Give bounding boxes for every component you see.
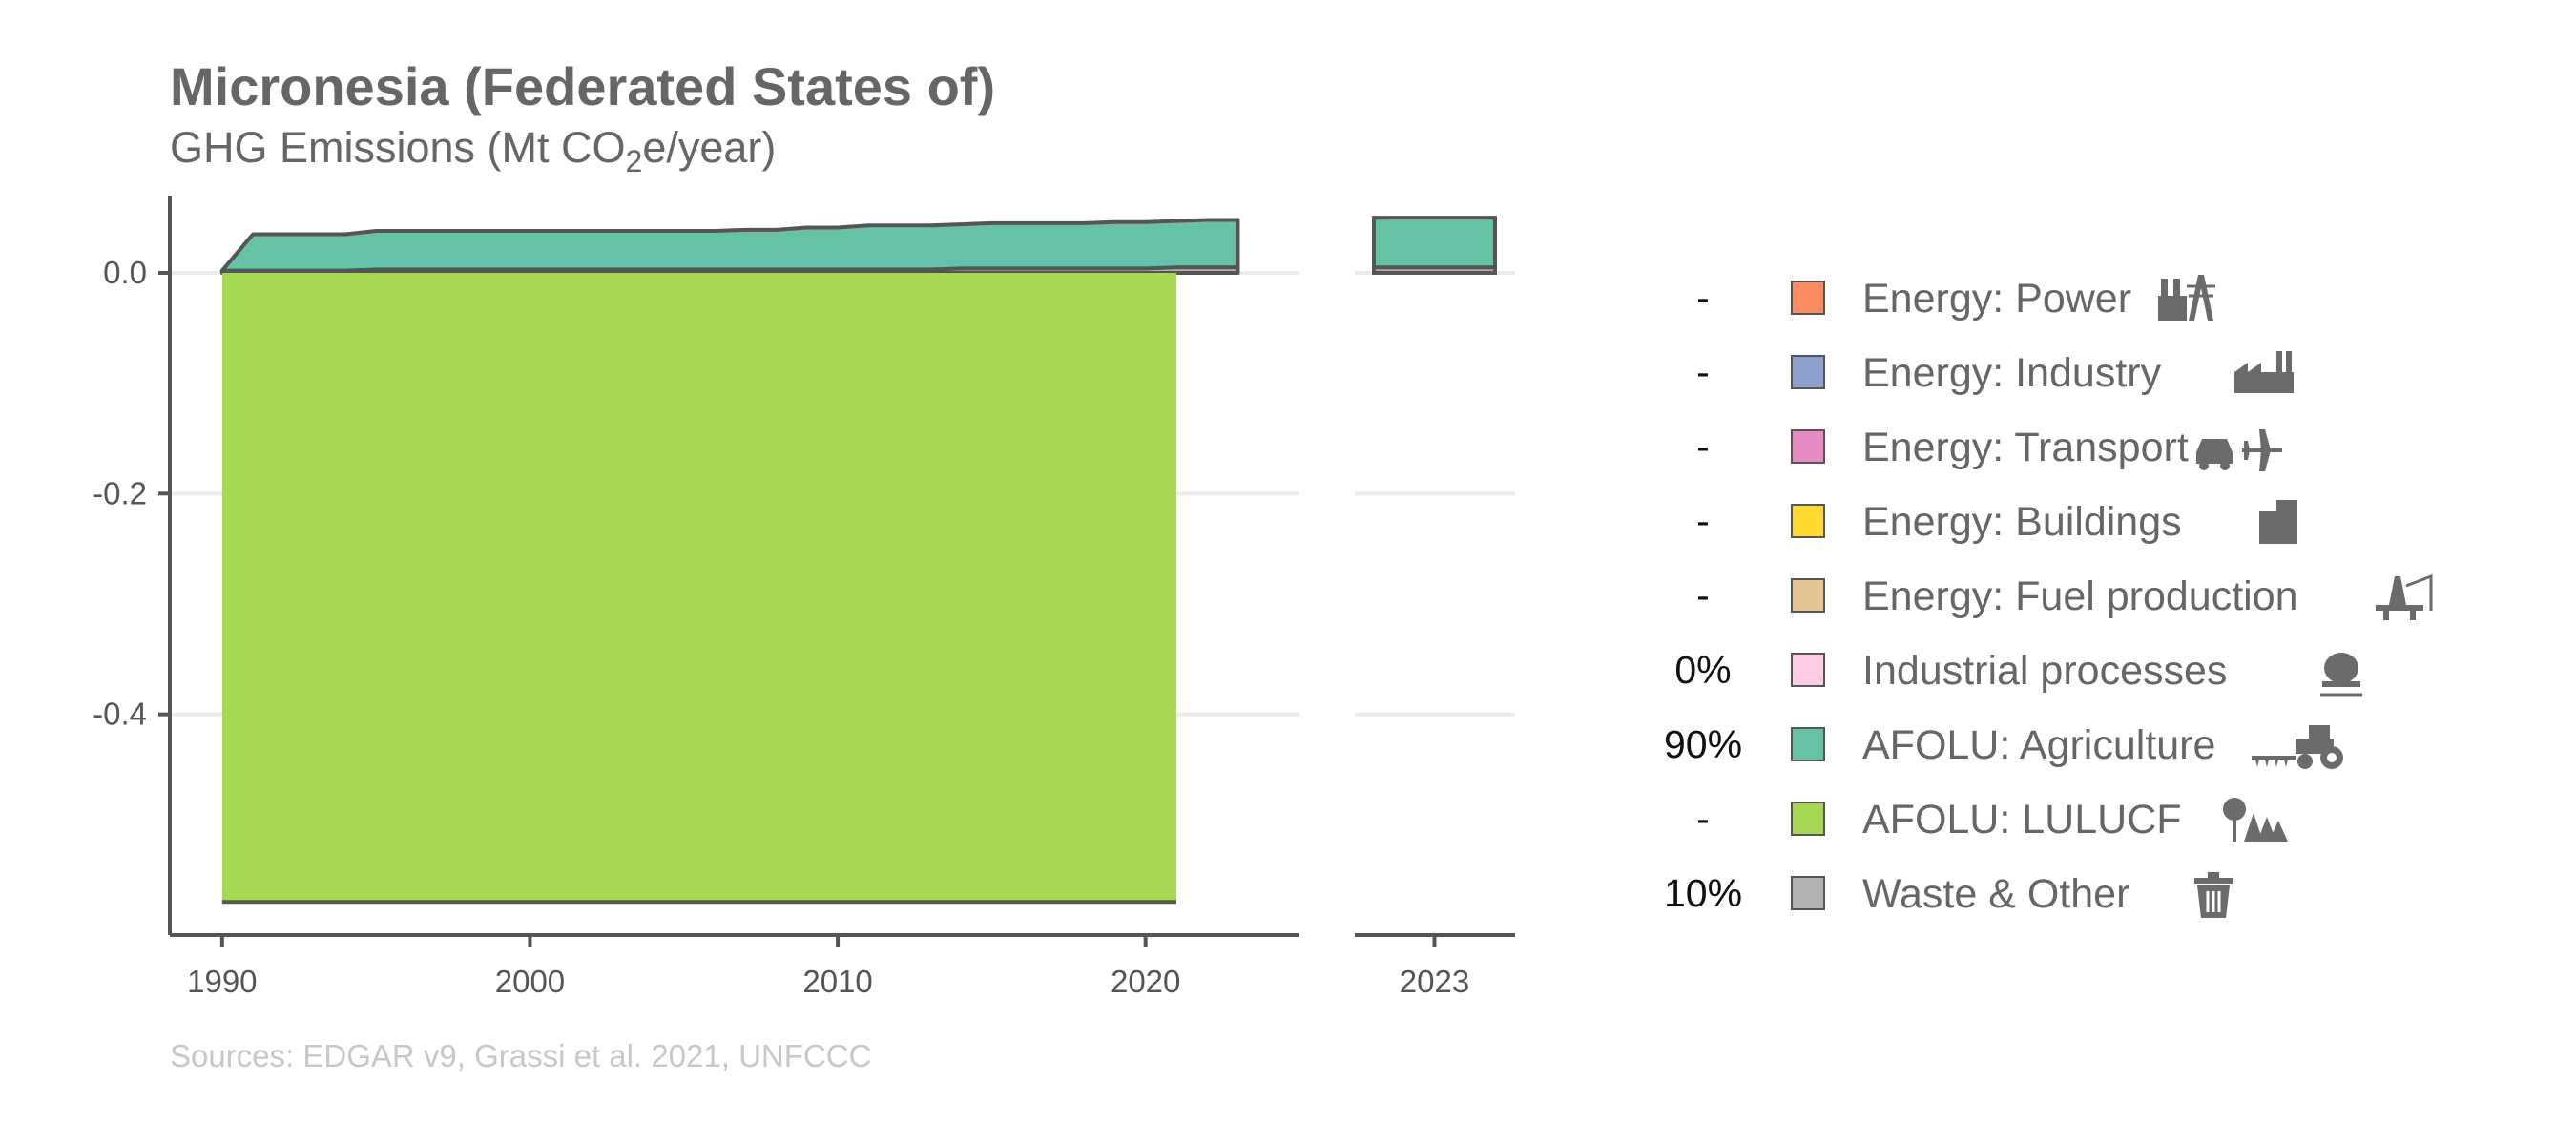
legend-key — [1791, 727, 1825, 761]
legend-item-energy-fuel-production: - Energy: Fuel production — [1696, 573, 2433, 620]
legend-key — [1791, 429, 1825, 464]
side-panel-bars — [1372, 216, 1497, 275]
cement-mixer-icon — [2320, 653, 2362, 697]
y-tick-label: -0.4 — [93, 697, 147, 732]
legend-label: Energy: Fuel production — [1862, 573, 2298, 619]
legend-label: AFOLU: Agriculture — [1862, 722, 2215, 768]
legend-item-energy-industry: - Energy: Industry — [1696, 350, 2294, 396]
x-tick-label: 2010 — [802, 964, 872, 999]
legend-key — [1791, 653, 1825, 687]
legend-pct: - — [1696, 350, 1710, 394]
factory-icon — [2234, 351, 2294, 393]
x-tick-label-side: 2023 — [1400, 964, 1469, 999]
legend-label: Energy: Transport — [1862, 425, 2189, 470]
power-plant-pylon-icon — [2158, 275, 2215, 321]
source-note: Sources: EDGAR v9, Grassi et al. 2021, U… — [170, 1038, 871, 1073]
oil-rig-icon — [2376, 573, 2433, 620]
legend-label: Waste & Other — [1862, 871, 2129, 917]
area-series — [219, 218, 1240, 905]
legend-label: Energy: Power — [1862, 276, 2131, 322]
chart-subtitle: GHG Emissions (Mt CO2e/year) — [170, 123, 776, 178]
legend-pct: - — [1696, 573, 1710, 617]
legend-item-energy-buildings: - Energy: Buildings — [1696, 499, 2297, 545]
legend-item-industrial-processes: 0% Industrial processes — [1674, 648, 2362, 697]
legend-key — [1791, 578, 1825, 613]
axes: 0.0 -0.2 -0.4 1990 2000 2010 2020 2023 — [93, 196, 1515, 999]
legend-label: Energy: Industry — [1862, 350, 2162, 396]
legend-item-waste-other: 10% Waste & Other — [1664, 871, 2233, 918]
area-afolu-agriculture — [219, 218, 1240, 273]
subtitle-text-end: e/year) — [642, 123, 776, 172]
legend-key — [1791, 355, 1825, 389]
legend-item-energy-transport: - Energy: Transport — [1696, 425, 2282, 471]
subtitle-text: GHG Emissions (Mt CO — [170, 123, 626, 172]
car-plane-icon — [2196, 429, 2282, 471]
legend-key — [1791, 876, 1825, 910]
x-tick-label: 2000 — [495, 964, 565, 999]
legend-key — [1791, 281, 1825, 315]
legend-item-energy-power: - Energy: Power — [1696, 275, 2215, 322]
legend-label: Energy: Buildings — [1862, 499, 2182, 545]
legend-item-afolu-lulucf: - AFOLU: LULUCF — [1696, 797, 2288, 843]
legend-pct: - — [1696, 499, 1710, 543]
y-tick-label: -0.2 — [93, 475, 147, 510]
y-tick-label: 0.0 — [103, 255, 147, 290]
subtitle-subscript: 2 — [626, 144, 643, 178]
legend-pct: - — [1696, 276, 1710, 320]
legend-item-afolu-agriculture: 90% AFOLU: Agriculture — [1664, 722, 2343, 769]
buildings-icon — [2259, 500, 2297, 544]
legend: - Energy: Power - Energy: Industry - Energy: … — [1664, 275, 2433, 918]
legend-key — [1791, 504, 1825, 538]
tractor-icon — [2252, 725, 2343, 769]
legend-pct: 10% — [1664, 871, 1742, 915]
legend-pct: - — [1696, 425, 1710, 468]
trash-can-icon — [2194, 872, 2233, 918]
legend-pct: 90% — [1664, 722, 1742, 766]
chart-title: Micronesia (Federated States of) — [170, 56, 995, 116]
x-tick-label: 2020 — [1111, 964, 1180, 999]
legend-key — [1791, 802, 1825, 836]
x-tick-label: 1990 — [187, 964, 257, 999]
legend-label: AFOLU: LULUCF — [1862, 797, 2182, 843]
side-bar-afolu-agriculture — [1372, 216, 1497, 270]
legend-pct: 0% — [1674, 648, 1731, 692]
legend-label: Industrial processes — [1862, 648, 2227, 694]
area-afolu-lululcf — [221, 272, 1176, 903]
trees-icon — [2223, 798, 2288, 842]
legend-pct: - — [1696, 797, 1710, 841]
